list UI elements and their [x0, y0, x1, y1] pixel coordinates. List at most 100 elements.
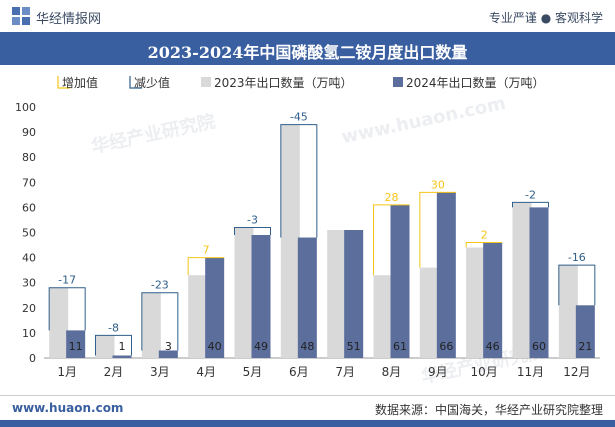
bar-2024: [575, 305, 595, 358]
title-bar: [0, 32, 615, 65]
bar-2024-value-label: 21: [578, 340, 592, 353]
x-tick-label: 11月: [517, 365, 544, 379]
bar-2024-value-label: 51: [347, 340, 361, 353]
increase-value-label: 30: [431, 178, 445, 191]
y-tick-label: 40: [22, 252, 36, 265]
footer-divider: [0, 395, 615, 396]
footer-source: 数据来源：中国海关，华经产业研究院整理: [374, 403, 603, 417]
legend-decrease-marker: [129, 76, 142, 89]
bar-2023: [558, 265, 578, 358]
bar-2024-value-label: 46: [486, 340, 500, 353]
decrease-bracket: [95, 334, 132, 356]
chart-title: 2023-2024年中国磷酸氢二铵月度出口数量: [147, 43, 468, 62]
legend-increase-marker: [57, 76, 70, 89]
bar-2024-value-label: 40: [208, 340, 222, 353]
decrease-bracket: [558, 264, 596, 306]
decrease-value-label: -2: [525, 188, 536, 201]
y-tick-label: 80: [22, 151, 36, 164]
x-tick-label: 7月: [335, 365, 355, 379]
bar-2023: [141, 292, 161, 358]
bar-2024-value-label: 61: [393, 340, 407, 353]
legend-label-decrease: 减少值: [134, 75, 170, 90]
legend-2023-swatch: [201, 77, 211, 87]
increase-bracket: [373, 204, 410, 276]
bar-2024-value-label: 66: [439, 340, 453, 353]
decrease-bracket: [512, 201, 549, 208]
x-tick-label: 3月: [150, 365, 170, 379]
y-tick-label: 60: [22, 201, 36, 214]
bar-2024-value-label: 60: [532, 340, 546, 353]
bar-2023: [419, 267, 439, 358]
decrease-value-label: -45: [290, 111, 308, 124]
chart-area: 增加值 减少值 2023年出口数量（万吨） 2024年出口数量（万吨） 0 10 20 30 4…: [15, 75, 600, 379]
increase-bracket: [465, 242, 503, 248]
bar-2023: [49, 287, 69, 358]
decrease-bracket: [141, 292, 179, 351]
bar-2024: [251, 235, 271, 358]
bar-2024-value-label: 49: [254, 340, 268, 353]
decrease-bracket: [280, 124, 318, 238]
bar-2023: [188, 275, 208, 358]
huajing-logo-icon: [12, 7, 30, 25]
bar-2024-value-label: 1: [119, 340, 126, 353]
bar-2024: [390, 204, 410, 358]
bar-2023: [234, 227, 254, 358]
decrease-value-label: -17: [58, 274, 76, 287]
x-tick-label: 9月: [428, 365, 448, 379]
x-tick-label: 6月: [289, 365, 309, 379]
bar-2024: [436, 192, 456, 358]
y-tick-label: 100: [15, 101, 36, 114]
legend-2024-swatch: [393, 77, 403, 87]
bar-2024: [344, 229, 364, 358]
bar-2024-value-label: 48: [300, 340, 314, 353]
increase-value-label: 7: [203, 244, 210, 257]
y-tick-label: 10: [22, 327, 36, 340]
increase-value-label: 2: [481, 229, 488, 242]
x-tick-label: 12月: [563, 365, 590, 379]
legend-label-2024: 2024年出口数量（万吨）: [406, 75, 545, 90]
y-tick-label: 30: [22, 277, 36, 290]
increase-value-label: 28: [385, 191, 399, 204]
bar-2024: [66, 330, 86, 358]
bar-2023: [280, 124, 300, 358]
footer-website[interactable]: www.huaon.com: [12, 401, 124, 415]
brand-name: 华经情报网: [36, 12, 102, 27]
x-tick-label: 8月: [382, 365, 402, 379]
y-tick-label: 20: [22, 302, 36, 315]
x-tick-label: 5月: [243, 365, 263, 379]
y-tick-label: 90: [22, 126, 36, 139]
bar-2023: [327, 229, 347, 358]
bar-2023: [95, 335, 115, 358]
decrease-bracket: [234, 226, 271, 236]
bar-2024: [112, 355, 132, 358]
x-tick-label: 2月: [104, 365, 124, 379]
tagline: 专业严谨 ● 客观科学: [488, 11, 603, 25]
bar-2024: [529, 207, 549, 358]
bar-2023: [373, 275, 393, 358]
decrease-value-label: -8: [108, 321, 119, 334]
legend-label-2023: 2023年出口数量（万吨）: [214, 75, 353, 90]
x-tick-label: 1月: [57, 365, 77, 379]
bar-2023: [466, 247, 486, 358]
top-bar: 华经情报网 专业严谨 ● 客观科学: [0, 0, 615, 32]
bar-2024-value-label: 11: [69, 340, 83, 353]
decrease-value-label: -23: [151, 279, 169, 292]
bar-2024: [158, 350, 178, 358]
increase-bracket: [187, 257, 225, 276]
legend-label-increase: 增加值: [62, 75, 98, 90]
increase-bracket: [419, 191, 456, 268]
y-tick-label: 0: [29, 352, 36, 365]
decrease-value-label: -16: [568, 251, 586, 264]
x-tick-label: 4月: [196, 365, 216, 379]
bar-2024-value-label: 3: [165, 340, 172, 353]
y-tick-label: 70: [22, 176, 36, 189]
bottom-bar: [0, 420, 615, 427]
bar-2024: [205, 257, 225, 358]
bar-2024: [297, 237, 317, 358]
decrease-value-label: -3: [247, 213, 258, 226]
bar-2023: [512, 202, 532, 358]
bar-2024: [483, 242, 503, 358]
x-tick-label: 10月: [471, 365, 498, 379]
decrease-bracket: [48, 287, 86, 331]
y-tick-label: 50: [22, 227, 36, 240]
